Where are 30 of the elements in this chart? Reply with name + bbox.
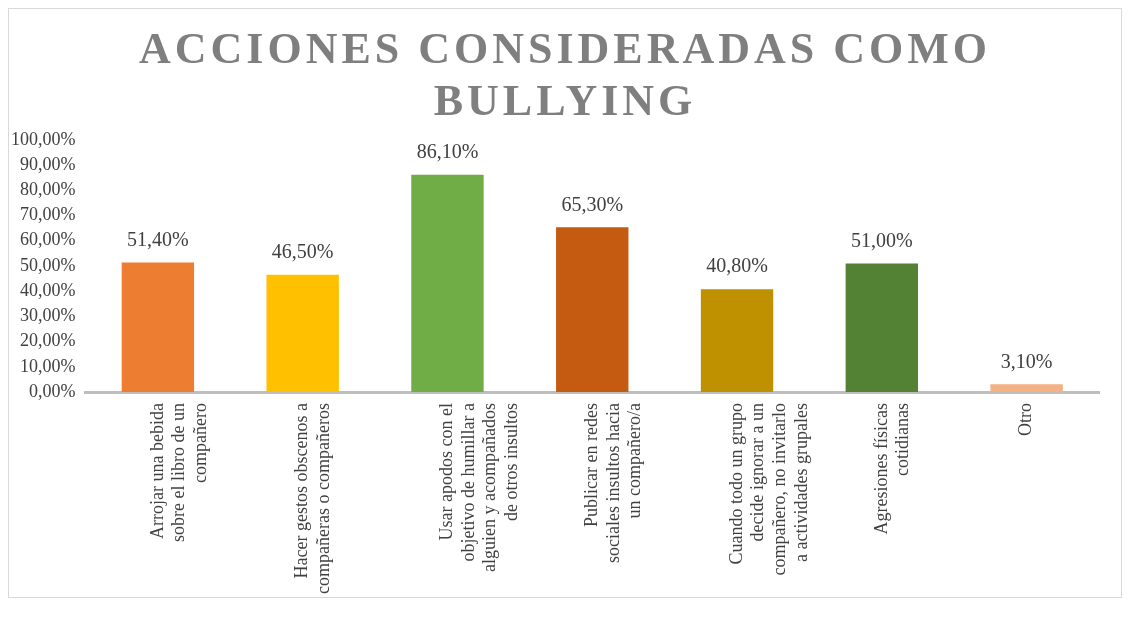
y-tick-label: 20,00% <box>19 330 76 351</box>
y-tick-label: 70,00% <box>19 204 76 225</box>
y-tick-label: 10,00% <box>19 355 76 376</box>
data-label: 51,00% <box>850 228 913 251</box>
data-label: 51,40% <box>127 227 189 250</box>
data-label: 3,10% <box>1000 349 1053 372</box>
bar <box>411 174 484 393</box>
bar <box>700 289 774 393</box>
x-tick-label: Agresiones físicas cotidianas <box>870 403 913 535</box>
y-tick-label: 50,00% <box>19 254 76 275</box>
y-tick-label: 80,00% <box>19 178 76 199</box>
data-label: 46,50% <box>271 240 334 263</box>
bar <box>990 384 1063 393</box>
bar <box>266 274 339 393</box>
y-tick-label: 0,00% <box>28 380 76 401</box>
y-tick-label: 60,00% <box>19 229 76 250</box>
x-tick-label: Arrojar una bebida sobre el libro de un compañero <box>146 403 210 543</box>
x-tick-label: Usar apodos con el objetivo de humillar a alguien y acompañados de otros insultos <box>436 403 521 573</box>
bar <box>556 227 629 393</box>
data-label: 40,80% <box>706 254 768 277</box>
y-tick-label: 30,00% <box>19 305 76 326</box>
y-tick-label: 100,00% <box>10 128 76 149</box>
y-tick-label: 90,00% <box>19 153 76 174</box>
y-tick-label: 40,00% <box>19 279 76 300</box>
bar <box>845 263 919 393</box>
chart-title: ACCIONES CONSIDERADAS COMO BULLYING <box>137 23 993 127</box>
x-tick-label: Otro <box>1015 403 1036 437</box>
data-label: 86,10% <box>416 140 479 163</box>
data-label: 65,30% <box>561 192 624 215</box>
bar <box>121 262 195 393</box>
